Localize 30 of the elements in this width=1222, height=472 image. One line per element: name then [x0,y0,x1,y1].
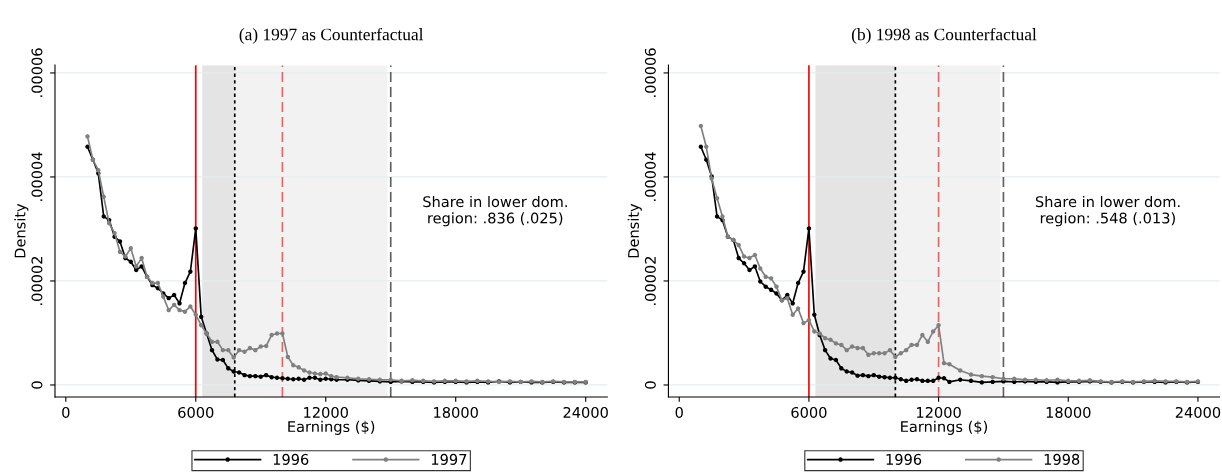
legend-label: 1997 [431,453,467,465]
x-tick-label: 24000 [563,406,608,418]
legend-label: 1996 [886,453,922,465]
x-tick-label: 0 [675,406,683,418]
chart-title: (a) 1997 as Counterfactual [239,27,424,44]
legend-label: 1998 [1044,453,1080,465]
y-tick-label: .00006 [644,48,656,97]
y-tick-label: .00002 [644,256,656,305]
x-tick-label: 12000 [917,406,961,418]
x-tick-label: 18000 [434,406,478,418]
y-axis-title: Density [627,203,642,258]
x-tick-label: 0 [62,406,70,418]
annotation: Share in lower dom. region: .836 (.025) [423,195,567,227]
y-tick-label: .00004 [31,152,43,201]
y-tick-label: 0 [644,381,656,389]
x-tick-label: 6000 [791,406,827,418]
chart-title: (b) 1998 as Counterfactual [851,27,1037,44]
y-tick-label: .00006 [31,48,43,97]
x-tick-label: 6000 [178,406,214,418]
x-tick-label: 18000 [1046,406,1091,418]
y-tick-label: .00004 [644,152,656,201]
y-axis-title: Density [14,203,29,258]
y-tick-label: 0 [31,381,43,389]
x-tick-label: 12000 [304,406,348,418]
x-axis-title: Earnings ($) [901,420,988,435]
x-tick-label: 24000 [1175,406,1221,418]
y-tick-label: .00002 [31,256,43,305]
annotation: Share in lower dom. region: .548 (.013) [1035,195,1180,227]
x-axis-title: Earnings ($) [288,420,375,435]
legend-label: 1996 [273,453,309,465]
